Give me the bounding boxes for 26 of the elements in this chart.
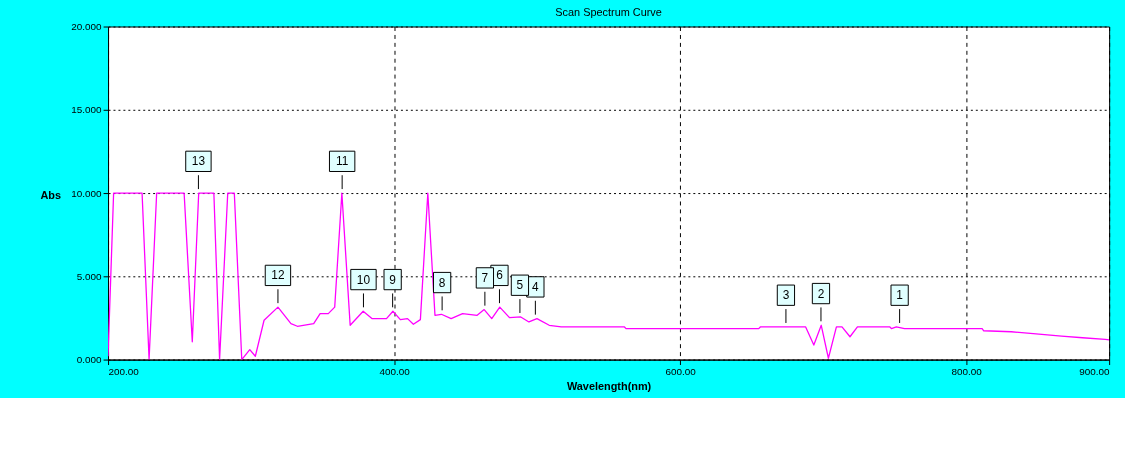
y-axis-title: Abs (40, 188, 61, 201)
y-tick-label: 5.000 (76, 270, 103, 282)
x-tick-label: 400.00 (379, 365, 411, 377)
annotation: 5 (516, 278, 524, 293)
chart-title: Scan Spectrum Curve (555, 5, 662, 18)
annotation: 12 (271, 268, 285, 283)
x-tick-label: 600.00 (665, 365, 697, 377)
x-tick-label: 200.00 (108, 365, 140, 377)
y-tick-label: 10.000 (71, 187, 103, 199)
annotation: 1 (896, 288, 904, 303)
annotation: 3 (782, 288, 790, 303)
y-tick-label: 15.000 (71, 104, 103, 116)
annotation: 8 (438, 275, 446, 290)
x-tick-label: 800.00 (951, 365, 983, 377)
annotation: 2 (817, 286, 825, 301)
x-axis-title: Wavelength(nm) (566, 379, 652, 392)
annotation: 11 (335, 154, 349, 169)
annotation: 9 (389, 272, 397, 287)
y-tick-label: 20.000 (71, 21, 103, 32)
annotation: 7 (481, 270, 489, 285)
annotation: 13 (191, 154, 206, 169)
x-tick-label: 900.00 (1079, 365, 1111, 377)
annotation: 6 (496, 268, 504, 283)
annotation: 10 (356, 272, 371, 287)
annotation: 4 (532, 279, 540, 294)
y-tick-label: 0.000 (76, 354, 103, 366)
